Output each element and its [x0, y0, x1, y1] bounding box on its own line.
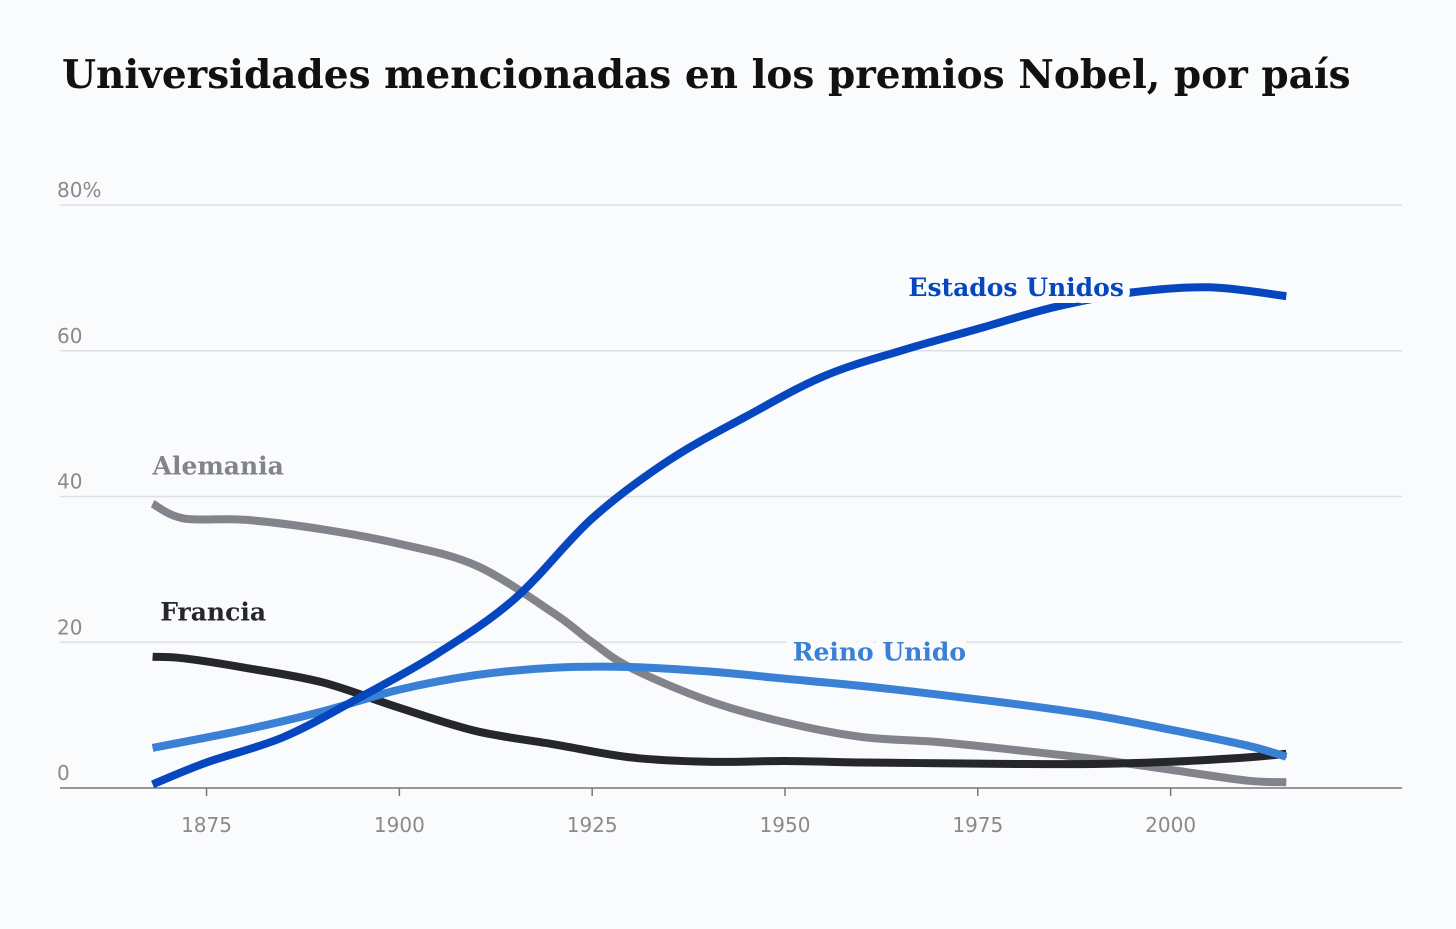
y-axis-ticks: 0 20 40 60 80%: [57, 178, 101, 785]
y-tick-label-80: 80%: [57, 178, 101, 202]
chart-title: Universidades mencionadas en los premios…: [62, 52, 1351, 98]
series-label-alemania: Alemania: [152, 452, 284, 481]
series-label-estados-unidos: Estados Unidos: [908, 273, 1124, 302]
y-tick-label-60: 60: [57, 324, 82, 348]
series-label-reino-unido: Reino Unido: [793, 637, 966, 666]
x-tick-label-1950: 1950: [760, 813, 811, 837]
series-label-halo-alemania: Alemania: [152, 452, 284, 481]
x-tick-label-2000: 2000: [1145, 813, 1196, 837]
y-tick-label-20: 20: [57, 615, 82, 639]
y-tick-label-40: 40: [57, 470, 82, 494]
series-label-halo-estados-unidos: Estados Unidos: [908, 273, 1124, 302]
y-tick-label-0: 0: [57, 761, 70, 785]
series-line-francia: [152, 652, 1287, 769]
x-axis-ticks: 1875 1900 1925 1950 1975 2000: [181, 788, 1196, 837]
series-label-francia: Francia: [160, 597, 266, 626]
series-line-alemania: [150, 500, 1287, 787]
x-tick-label-1875: 1875: [181, 813, 232, 837]
series-label-halo-francia: Francia: [160, 597, 266, 626]
series-label-halo-reino-unido: Reino Unido: [793, 637, 966, 666]
x-tick-label-1975: 1975: [952, 813, 1003, 837]
series-line-estados-unidos: [151, 283, 1287, 789]
x-tick-label-1900: 1900: [374, 813, 425, 837]
series-lines: [150, 283, 1288, 789]
grid-lines: [60, 204, 1402, 643]
x-tick-label-1925: 1925: [567, 813, 618, 837]
